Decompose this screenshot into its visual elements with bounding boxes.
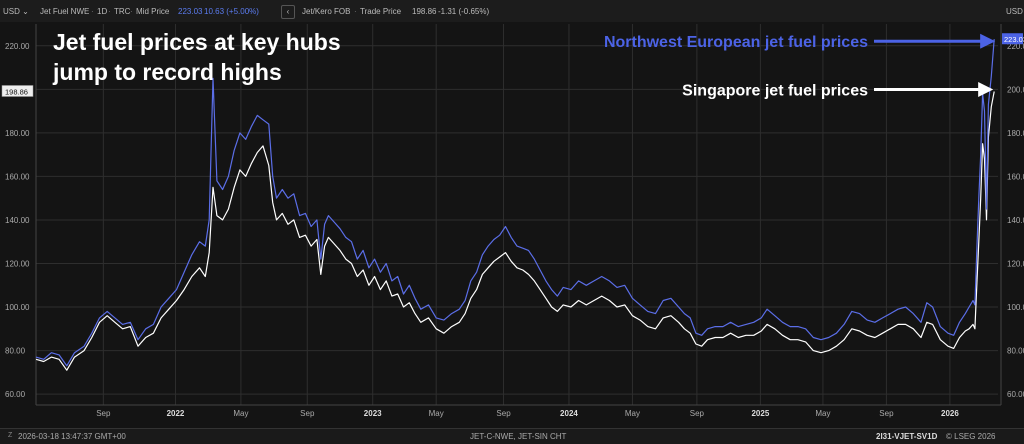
chart-code: 2I31-VJET-SV1D — [876, 432, 938, 441]
chart-title: jump to record highs — [52, 59, 282, 85]
series-line-nwe — [35, 39, 995, 367]
y-tick-label-right: 200.00 — [1007, 85, 1024, 94]
y-tick-label-right: 220.00 — [1007, 42, 1024, 51]
last-value-badge-singapore — [1, 85, 34, 97]
price-value-singapore: 198.86 — [412, 7, 437, 16]
separator-dot: · — [354, 7, 357, 16]
y-tick-label-left: 140.00 — [5, 216, 30, 225]
y-tick-label-left: 80.00 — [5, 347, 26, 356]
x-tick-label: May — [815, 409, 830, 418]
separator-dot: · — [91, 7, 94, 16]
annotation-singapore: Singapore jet fuel prices — [682, 82, 868, 99]
x-tick-label: Sep — [690, 409, 705, 418]
label-layer: 223.03 198.86 Jet fuel prices at key hubs j… — [1, 29, 1024, 99]
y-tick-label-right: 180.00 — [1007, 129, 1024, 138]
x-tick-label: May — [625, 409, 640, 418]
y-tick-label-right: 80.00 — [1007, 347, 1024, 356]
separator-dot: · — [108, 7, 111, 16]
y-tick-label-right: 100.00 — [1007, 303, 1024, 312]
y-tick-label-right: 120.00 — [1007, 259, 1024, 268]
unit-currency: USD — [3, 7, 20, 16]
x-tick-label: 2023 — [364, 409, 382, 418]
last-value-text-nwe: 223.03 — [1004, 35, 1024, 44]
y-tick-label-right: 160.00 — [1007, 172, 1024, 181]
last-value-text-singapore: 198.86 — [5, 87, 28, 96]
timestamp: 2026-03-18 13:47:37 GMT+00 — [18, 432, 126, 441]
y-tick-label-left: 180.00 — [5, 129, 30, 138]
y-tick-label-left: 60.00 — [5, 390, 26, 399]
price-label-singapore: Trade Price — [360, 7, 402, 16]
ric-codes: JET-C-NWE, JET-SIN CHT — [470, 432, 567, 441]
copyright: © LSEG 2026 — [946, 432, 996, 441]
axes: 60.00 60.00 80.00 80.00 100.00 100.00 120.00 12… — [5, 24, 1024, 418]
annotation-nwe: Northwest European jet fuel prices — [604, 34, 868, 51]
x-tick-label: May — [429, 409, 444, 418]
x-tick-label: 2025 — [751, 409, 769, 418]
series-line-singapore — [35, 91, 995, 371]
y-tick-label-left: 220.00 — [5, 42, 30, 51]
x-tick-label: 2026 — [941, 409, 959, 418]
separator-dot: · — [130, 7, 133, 16]
x-tick-label: Sep — [96, 409, 111, 418]
x-tick-label: Sep — [300, 409, 315, 418]
y-tick-label-left: 120.00 — [5, 259, 30, 268]
chevron-down-icon: ⌄ — [22, 7, 29, 16]
price-label-nwe: Mid Price — [136, 7, 170, 16]
y-tick-label-right: 60.00 — [1007, 390, 1024, 399]
source-label: TRC — [114, 7, 131, 16]
y-tick-label-left: 160.00 — [5, 172, 30, 181]
chart-header: USD ⌄ Jet Fuel NWE · 1D · TRC · Mid Pric… — [0, 0, 1024, 23]
last-value-badge-nwe — [1002, 33, 1023, 45]
price-chart[interactable]: 60.00 60.00 80.00 80.00 100.00 100.00 120.00 12… — [0, 22, 1024, 428]
x-tick-label: Sep — [496, 409, 511, 418]
instrument-nwe: Jet Fuel NWE — [40, 7, 90, 16]
x-tick-label: 2022 — [167, 409, 185, 418]
price-change-singapore: -1.31 (-0.65%) — [438, 7, 490, 16]
chevron-left-icon[interactable]: ‹ — [281, 5, 295, 19]
interval-label[interactable]: 1D — [97, 7, 108, 16]
price-value-nwe: 223.03 — [178, 7, 203, 16]
y-tick-label-left: 100.00 — [5, 303, 30, 312]
chart-footer: Z 2026-03-18 13:47:37 GMT+00 JET-C-NWE, … — [0, 428, 1024, 444]
instrument-singapore: Jet/Kero FOB — [302, 7, 351, 16]
unit-selector-right[interactable]: USD — [1006, 7, 1023, 16]
x-tick-label: May — [233, 409, 248, 418]
series-layer — [35, 39, 995, 371]
chart-title: Jet fuel prices at key hubs — [53, 29, 341, 55]
grid-lines — [0, 22, 1024, 428]
price-change-nwe: 10.63 (+5.00%) — [204, 7, 259, 16]
x-tick-label: Sep — [879, 409, 894, 418]
zoom-button[interactable]: Z — [8, 432, 13, 439]
x-tick-label: 2024 — [560, 409, 578, 418]
unit-selector-left[interactable]: USD ⌄ — [3, 7, 29, 16]
y-tick-label-right: 140.00 — [1007, 216, 1024, 225]
